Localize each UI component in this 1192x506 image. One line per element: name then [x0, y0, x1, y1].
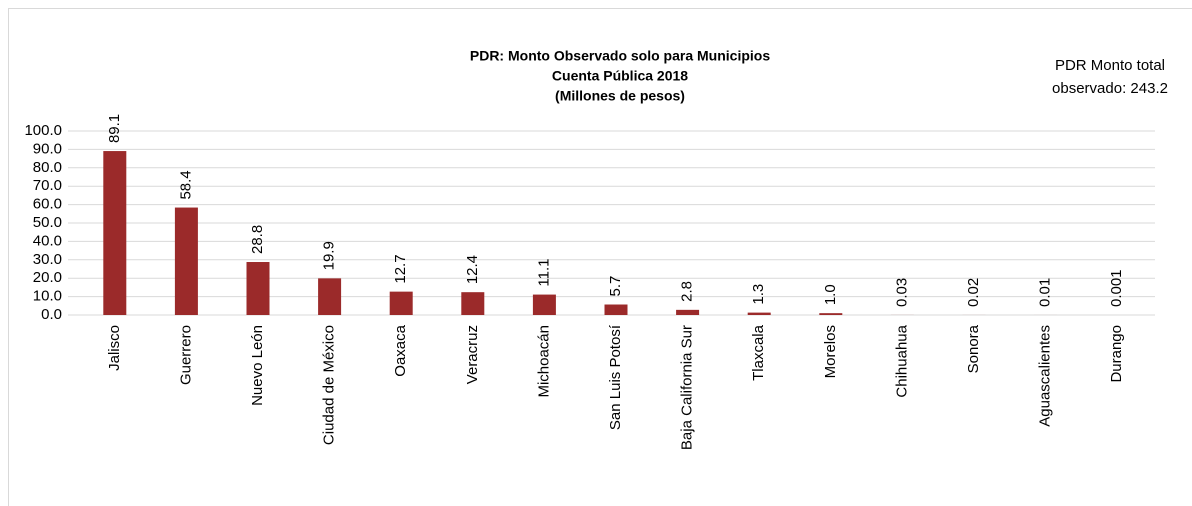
bar: [676, 309, 700, 315]
value-label: 58.4: [177, 170, 194, 199]
bar: [174, 207, 198, 315]
y-tick-label: 90.0: [33, 140, 62, 157]
x-tick-label: Nuevo León: [249, 325, 266, 406]
x-tick-label: Veracruz: [464, 325, 481, 384]
annotation: PDR Monto total: [1055, 57, 1165, 74]
bar: [461, 292, 485, 315]
y-tick-label: 30.0: [33, 251, 62, 268]
y-tick-label: 100.0: [24, 122, 62, 139]
chart-title: PDR: Monto Observado solo para Municipio…: [470, 48, 770, 64]
bar: [819, 313, 843, 315]
bar: [389, 291, 413, 315]
y-tick-label: 10.0: [33, 288, 62, 305]
y-tick-label: 20.0: [33, 269, 62, 286]
value-label: 28.8: [249, 225, 266, 254]
value-label: 11.1: [535, 258, 552, 286]
bar: [318, 278, 342, 315]
bar: [532, 294, 556, 315]
x-tick-label: Sonora: [965, 324, 982, 373]
chart-subtitle: Cuenta Pública 2018: [552, 68, 688, 84]
chart-subtitle: (Millones de pesos): [555, 88, 685, 104]
y-tick-label: 50.0: [33, 214, 62, 231]
chart-border: [8, 8, 1192, 506]
x-tick-label: Morelos: [822, 325, 839, 378]
value-label: 89.1: [106, 114, 123, 143]
y-tick-label: 70.0: [33, 177, 62, 194]
x-tick-label: Baja California Sur: [679, 325, 696, 450]
x-tick-label: Durango: [1108, 325, 1125, 383]
x-tick-label: Guerrero: [177, 325, 194, 385]
x-tick-label: San Luis Potosí: [607, 324, 624, 430]
bar: [604, 304, 628, 315]
x-tick-label: Jalisco: [106, 325, 123, 371]
value-label: 0.02: [965, 278, 982, 307]
y-tick-label: 0.0: [41, 306, 62, 323]
y-tick-label: 80.0: [33, 159, 62, 176]
x-tick-label: Chihuahua: [893, 324, 910, 397]
x-tick-label: Ciudad de México: [321, 325, 338, 445]
value-label: 12.7: [392, 254, 409, 283]
bar: [246, 262, 270, 315]
bar: [103, 151, 127, 315]
value-label: 1.0: [822, 284, 839, 305]
x-tick-label: Oaxaca: [392, 324, 409, 376]
value-label: 0.001: [1108, 269, 1125, 307]
x-tick-label: Tlaxcala: [750, 324, 767, 381]
value-label: 1.3: [750, 284, 767, 305]
annotation: observado: 243.2: [1052, 80, 1168, 97]
y-tick-label: 40.0: [33, 232, 62, 249]
value-label: 0.03: [893, 278, 910, 307]
value-label: 19.9: [321, 241, 338, 270]
value-label: 0.01: [1037, 278, 1054, 307]
bar: [747, 312, 771, 315]
x-tick-label: Aguascalientes: [1037, 325, 1054, 427]
value-label: 2.8: [679, 281, 696, 302]
value-label: 5.7: [607, 276, 624, 297]
value-label: 12.4: [464, 255, 481, 284]
y-tick-label: 60.0: [33, 196, 62, 213]
x-tick-label: Michoacán: [535, 325, 552, 398]
